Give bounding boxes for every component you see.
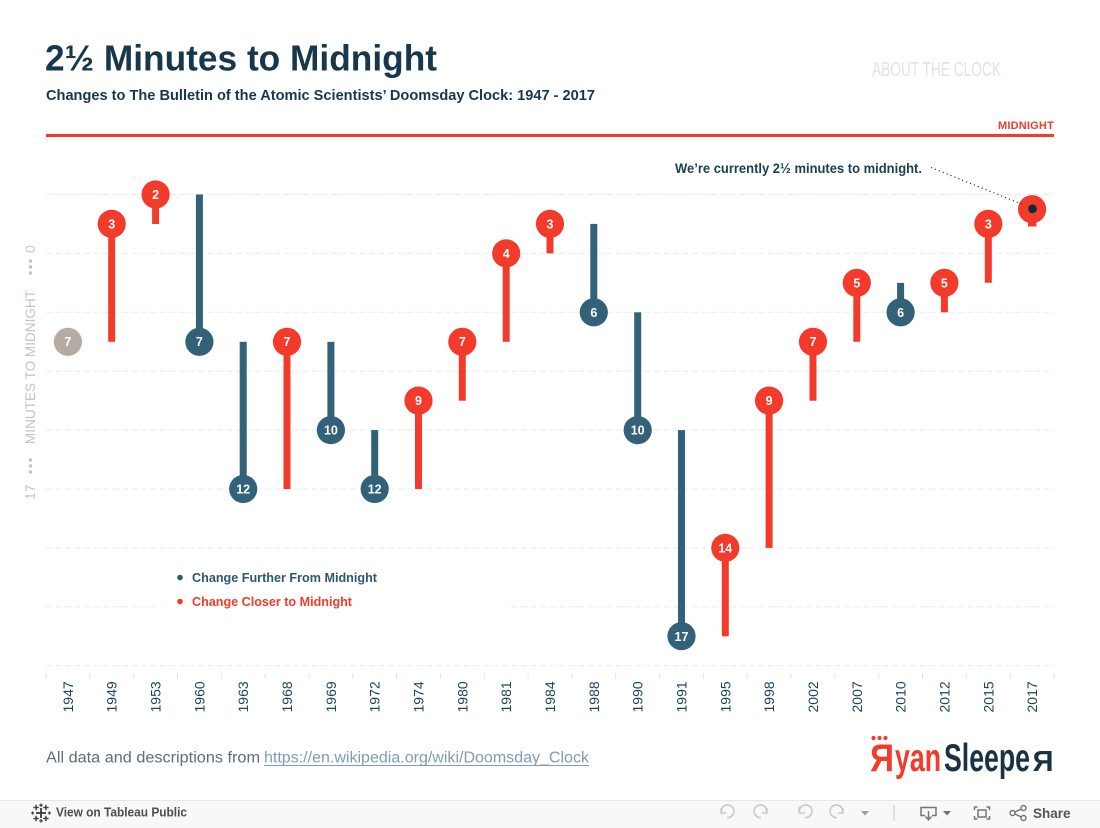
svg-text:12: 12 <box>368 483 382 497</box>
svg-text:2007: 2007 <box>849 681 865 712</box>
svg-text:1949: 1949 <box>104 681 120 712</box>
svg-text:17: 17 <box>675 630 689 644</box>
svg-text:2010: 2010 <box>893 681 909 712</box>
svg-text:1974: 1974 <box>411 681 427 712</box>
svg-text:9: 9 <box>415 394 422 408</box>
svg-text:2017: 2017 <box>1024 681 1040 712</box>
svg-text:10: 10 <box>631 424 645 438</box>
svg-text:1969: 1969 <box>323 681 339 712</box>
svg-text:ABOUT THE CLOCK: ABOUT THE CLOCK <box>872 59 1001 81</box>
svg-text:MIDNIGHT: MIDNIGHT <box>998 120 1054 132</box>
svg-text:3: 3 <box>547 217 554 231</box>
svg-text:1990: 1990 <box>630 681 646 712</box>
svg-text:5: 5 <box>853 276 860 290</box>
svg-text:5: 5 <box>941 276 948 290</box>
svg-text:1972: 1972 <box>367 681 383 712</box>
svg-text:R: R <box>1032 746 1053 778</box>
svg-text:1960: 1960 <box>191 681 207 712</box>
svg-text:7: 7 <box>810 335 817 349</box>
svg-text:2½ Minutes to Midnight: 2½ Minutes to Midnight <box>45 38 437 79</box>
svg-text:1998: 1998 <box>761 681 777 712</box>
svg-text:2: 2 <box>152 188 159 202</box>
svg-text:9: 9 <box>766 394 773 408</box>
svg-text:1991: 1991 <box>674 681 690 712</box>
svg-text:2002: 2002 <box>805 681 821 712</box>
svg-text:1981: 1981 <box>498 681 514 712</box>
svg-text:7: 7 <box>196 335 203 349</box>
svg-text:Change Closer to Midnight: Change Closer to Midnight <box>192 594 353 609</box>
svg-text:7: 7 <box>459 335 466 349</box>
svg-text:3: 3 <box>985 217 992 231</box>
svg-text:0: 0 <box>22 245 38 253</box>
svg-text:6: 6 <box>590 306 597 320</box>
svg-text:2015: 2015 <box>980 681 996 712</box>
svg-text:Changes to The Bulletin of the: Changes to The Bulletin of the Atomic Sc… <box>46 87 595 104</box>
svg-text:1995: 1995 <box>717 681 733 712</box>
svg-text:10: 10 <box>324 424 338 438</box>
svg-text:3: 3 <box>108 217 115 231</box>
svg-text:R: R <box>870 737 894 780</box>
svg-text:17: 17 <box>22 484 38 500</box>
svg-text:6: 6 <box>897 306 904 320</box>
svg-text:yan: yan <box>895 737 941 780</box>
svg-text:7: 7 <box>284 335 291 349</box>
svg-text:View on Tableau Public: View on Tableau Public <box>56 805 187 820</box>
svg-text:1980: 1980 <box>454 681 470 712</box>
svg-text:All data and descriptions from: All data and descriptions from <box>46 750 260 767</box>
svg-text:Sleepe: Sleepe <box>944 737 1030 780</box>
svg-text:14: 14 <box>718 541 732 555</box>
svg-text:MINUTES TO MIDNIGHT: MINUTES TO MIDNIGHT <box>22 290 38 444</box>
svg-text:Change Further From Midnight: Change Further From Midnight <box>192 570 378 585</box>
svg-text:12: 12 <box>236 483 250 497</box>
svg-text:1953: 1953 <box>148 681 164 712</box>
svg-text:We’re currently 2½ minutes to: We’re currently 2½ minutes to midnight. <box>675 161 922 176</box>
svg-text:4: 4 <box>503 247 510 261</box>
svg-text:Share: Share <box>1033 806 1071 821</box>
svg-text:https://en.wikipedia.org/wiki/: https://en.wikipedia.org/wiki/Doomsday_C… <box>264 750 589 767</box>
svg-text:1968: 1968 <box>279 681 295 712</box>
svg-text:1984: 1984 <box>542 681 558 712</box>
svg-text:1947: 1947 <box>60 681 76 712</box>
svg-text:1988: 1988 <box>586 681 602 712</box>
svg-text:7: 7 <box>64 335 71 349</box>
svg-text:1963: 1963 <box>235 681 251 712</box>
svg-text:2012: 2012 <box>936 681 952 712</box>
